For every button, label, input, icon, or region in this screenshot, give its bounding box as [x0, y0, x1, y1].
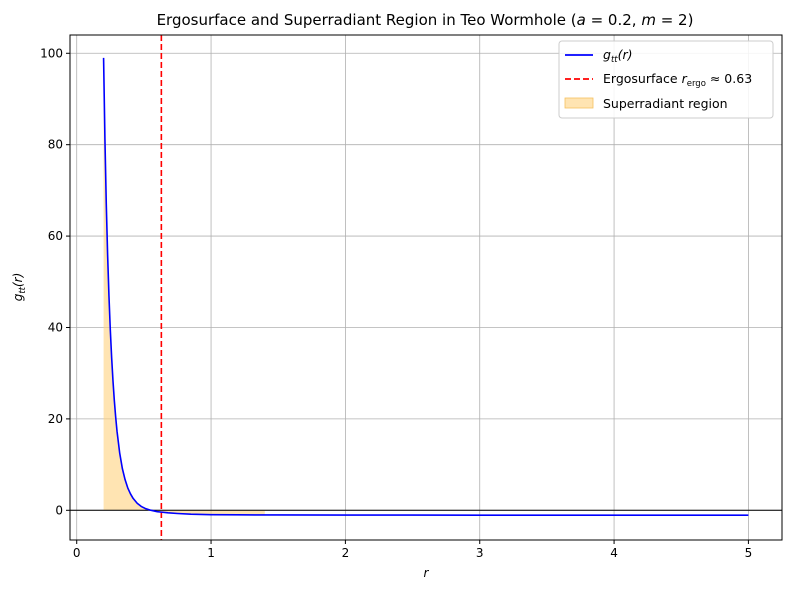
x-tick-label-0: 0 — [73, 546, 81, 560]
x-tick-label-1: 1 — [207, 546, 215, 560]
x-tick-label-5: 5 — [745, 546, 753, 560]
x-axis-label: r — [424, 566, 430, 580]
x-tick-label-4: 4 — [610, 546, 618, 560]
y-tick-label-60: 60 — [48, 229, 63, 243]
legend: gtt(r) Ergosurface rergo ≈ 0.63 Superrad… — [558, 40, 774, 119]
y-tick-label-100: 100 — [40, 46, 63, 60]
y-tick-label-40: 40 — [48, 320, 63, 334]
gtt-curve — [102, 57, 749, 516]
ticks-layer: 0 1 2 3 4 5 0 20 40 60 80 100 — [40, 46, 752, 560]
legend-label-gtt: gtt(r) — [603, 47, 633, 65]
chart-title: Ergosurface and Superradiant Region in T… — [157, 11, 694, 29]
superradiant-region-fill — [103, 57, 162, 513]
legend-box — [558, 40, 774, 119]
plot-frame — [69, 34, 783, 541]
y-tick-label-80: 80 — [48, 138, 63, 152]
grid — [70, 35, 782, 540]
y-tick-label-0: 0 — [55, 503, 63, 517]
legend-label-superradiant: Superradiant region — [603, 96, 728, 111]
legend-label-ergosurface: Ergosurface rergo ≈ 0.63 — [603, 71, 752, 89]
lines-layer — [70, 35, 782, 540]
legend-swatch-superradiant — [564, 97, 594, 109]
x-tick-label-2: 2 — [342, 546, 350, 560]
y-axis-label: gtt(r) — [11, 273, 28, 302]
y-tick-label-20: 20 — [48, 412, 63, 426]
x-tick-label-3: 3 — [476, 546, 484, 560]
